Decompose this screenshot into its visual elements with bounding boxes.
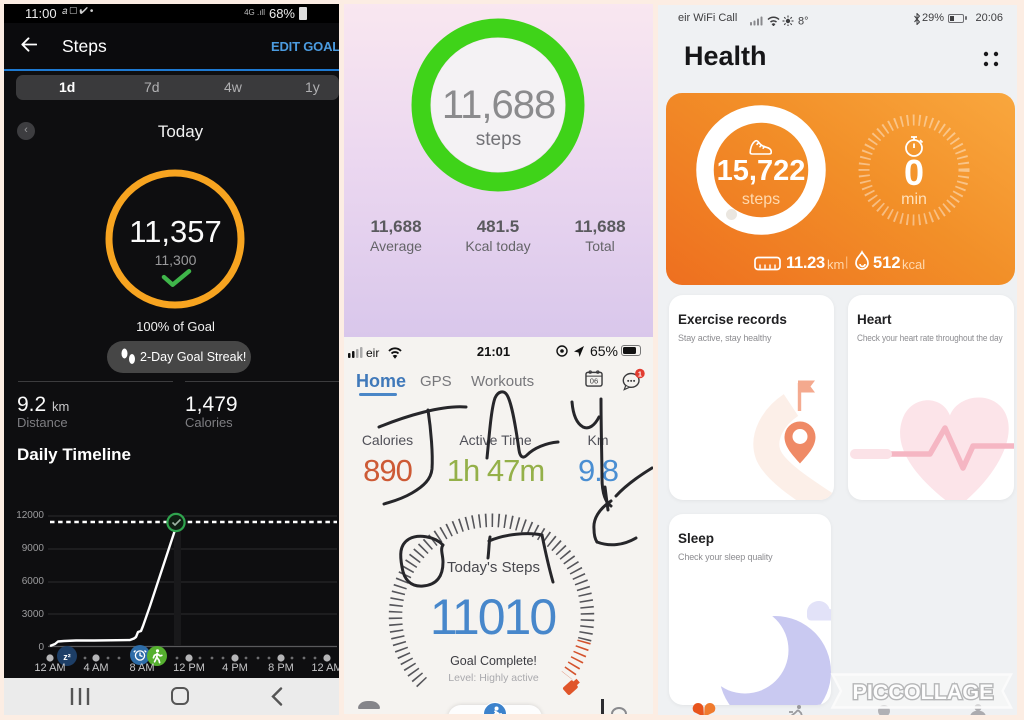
- svg-text:0: 0: [38, 642, 44, 653]
- svg-text:6000: 6000: [22, 576, 45, 587]
- svg-text:PICCOLLAGE: PICCOLLAGE: [853, 680, 994, 704]
- svg-text:1: 1: [638, 369, 642, 378]
- svg-text:8 AM: 8 AM: [129, 662, 154, 674]
- svg-text:12 AM: 12 AM: [34, 662, 65, 674]
- svg-text:8°: 8°: [798, 16, 809, 27]
- svg-text:12 AM: 12 AM: [311, 662, 339, 674]
- svg-text:8 PM: 8 PM: [268, 662, 294, 674]
- svg-text:06: 06: [590, 377, 598, 386]
- svg-text:4 AM: 4 AM: [83, 662, 108, 674]
- svg-text:9000: 9000: [22, 543, 45, 554]
- svg-text:PICCOLLAGE: PICCOLLAGE: [853, 680, 994, 704]
- svg-text:12 PM: 12 PM: [173, 662, 205, 674]
- svg-text:12000: 12000: [16, 510, 44, 521]
- svg-text:z²: z²: [63, 652, 71, 662]
- svg-text:3000: 3000: [22, 609, 45, 620]
- svg-text:eir: eir: [366, 346, 379, 359]
- svg-text:4 PM: 4 PM: [222, 662, 248, 674]
